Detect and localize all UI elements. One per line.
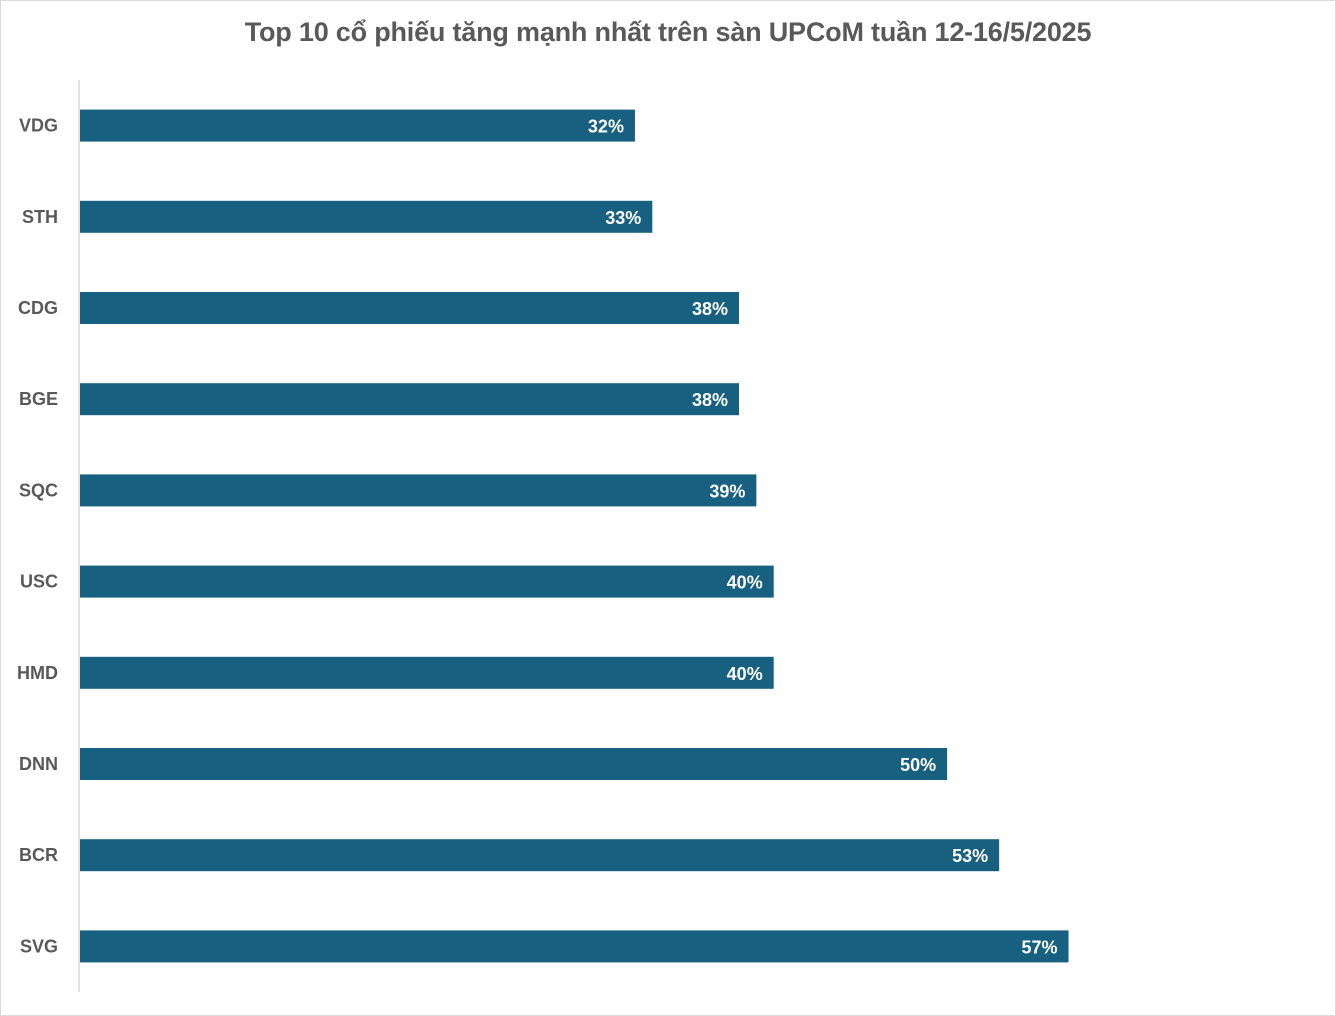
- bar-group: SVG 57%: [20, 930, 1069, 963]
- category-label: BGE: [19, 389, 58, 409]
- category-label: STH: [22, 207, 58, 227]
- bar: [80, 930, 1069, 963]
- category-label: USC: [20, 572, 58, 592]
- bar-group: DNN 50%: [19, 748, 948, 780]
- bar: [80, 109, 635, 142]
- bar-group: SQC 39%: [19, 474, 757, 507]
- bar-group: HMD 40%: [17, 656, 774, 689]
- data-label: 57%: [1022, 937, 1058, 957]
- category-label: HMD: [17, 663, 58, 683]
- bar-group: CDG 38%: [18, 292, 740, 324]
- bars-layer: VDG 32% STH 33% CDG 38% BGE 38% SQC 39% USC 40% HMD 4…: [17, 109, 1069, 963]
- bar: [80, 200, 653, 233]
- bar-group: STH 33%: [22, 200, 653, 233]
- data-label: 53%: [952, 846, 988, 866]
- bar: [80, 383, 740, 416]
- data-label: 50%: [900, 755, 936, 775]
- bar: [80, 292, 740, 324]
- category-label: SVG: [20, 936, 58, 956]
- data-label: 38%: [692, 299, 728, 319]
- data-label: 38%: [692, 390, 728, 410]
- bar: [80, 474, 757, 507]
- bar-group: VDG 32%: [19, 109, 635, 142]
- data-label: 40%: [727, 573, 763, 593]
- bar: [80, 565, 774, 598]
- bar: [80, 748, 948, 780]
- data-label: 40%: [727, 664, 763, 684]
- bar: [80, 839, 1000, 872]
- category-label: BCR: [19, 845, 58, 865]
- bar-group: BGE 38%: [19, 383, 740, 416]
- data-label: 33%: [605, 208, 641, 228]
- category-label: VDG: [19, 116, 58, 136]
- data-label: 39%: [709, 481, 745, 501]
- data-label: 32%: [588, 117, 624, 137]
- chart-title: Top 10 cổ phiếu tăng mạnh nhất trên sàn …: [244, 17, 1092, 47]
- bar: [80, 656, 774, 689]
- category-label: CDG: [18, 298, 58, 318]
- bar-group: BCR 53%: [19, 839, 1000, 872]
- category-label: SQC: [19, 480, 58, 500]
- bar-group: USC 40%: [20, 565, 774, 598]
- category-label: DNN: [19, 754, 58, 774]
